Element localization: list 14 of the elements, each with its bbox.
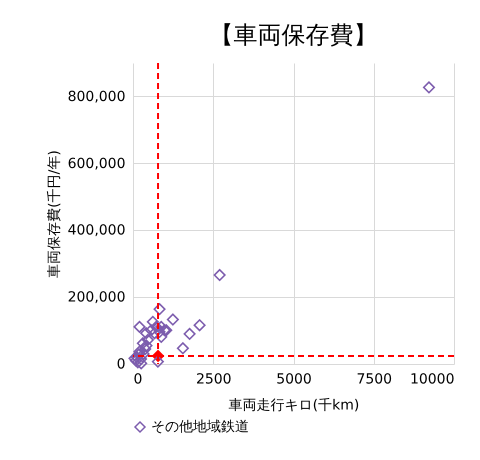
y-tick-label: 600,000 (68, 156, 126, 172)
y-tick-label: 0 (116, 356, 126, 372)
x-tick-label: 7500 (356, 372, 392, 388)
legend-label: その他地域鉄道 (151, 419, 249, 435)
chart-title: 【車両保存費】 (210, 21, 378, 49)
y-tick-label: 200,000 (68, 290, 126, 306)
x-tick-label: 10000 (410, 372, 454, 388)
x-tick-label: 0 (134, 372, 142, 388)
x-axis-title: 車両走行キロ(千km) (228, 398, 360, 414)
y-tick-label: 800,000 (68, 88, 126, 105)
y-tick-label: 400,000 (68, 222, 126, 239)
x-tick-label: 5000 (276, 372, 312, 388)
y-axis-title: 車両保存費(千円/年) (46, 150, 63, 278)
x-tick-label: 2500 (196, 372, 232, 388)
